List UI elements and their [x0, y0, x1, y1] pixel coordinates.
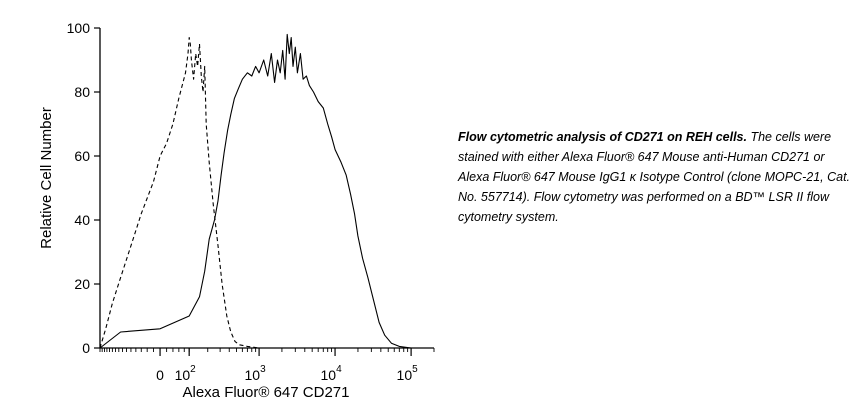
y-tick-label-40: 40	[74, 212, 90, 228]
series-line-isotype-control	[99, 37, 434, 349]
y-tick-label-0: 0	[82, 340, 90, 356]
y-axis-ticks: 0 20 40 60 80 100	[67, 20, 100, 356]
histogram-chart: 0 20 40 60 80 100 0 102 103 104 105 Relative Cell…	[38, 20, 435, 401]
x-tick-label-100000: 105	[397, 364, 419, 383]
plot-frame	[99, 28, 434, 349]
y-axis-title: Relative Cell Number	[38, 107, 55, 249]
caption-body: The cells were stained with either Alexa…	[458, 130, 851, 224]
series-layer	[99, 33, 434, 349]
x-axis-ticks: 0 102 103 104 105	[156, 348, 418, 383]
x-axis-title: Alexa Fluor® 647 CD271	[183, 384, 350, 401]
x-tick-label-0: 0	[156, 367, 164, 383]
figure-caption: Flow cytometric analysis of CD271 on REH…	[458, 127, 854, 227]
y-tick-label-20: 20	[74, 276, 90, 292]
x-tick-label-10000: 104	[320, 364, 342, 383]
y-tick-label-60: 60	[74, 148, 90, 164]
y-tick-label-80: 80	[74, 84, 90, 100]
series-line-cd271	[99, 33, 434, 349]
x-tick-label-1000: 103	[245, 364, 267, 383]
y-tick-label-100: 100	[67, 20, 91, 36]
caption-title: Flow cytometric analysis of CD271 on REH…	[458, 130, 747, 144]
x-tick-label-100: 102	[175, 364, 197, 383]
